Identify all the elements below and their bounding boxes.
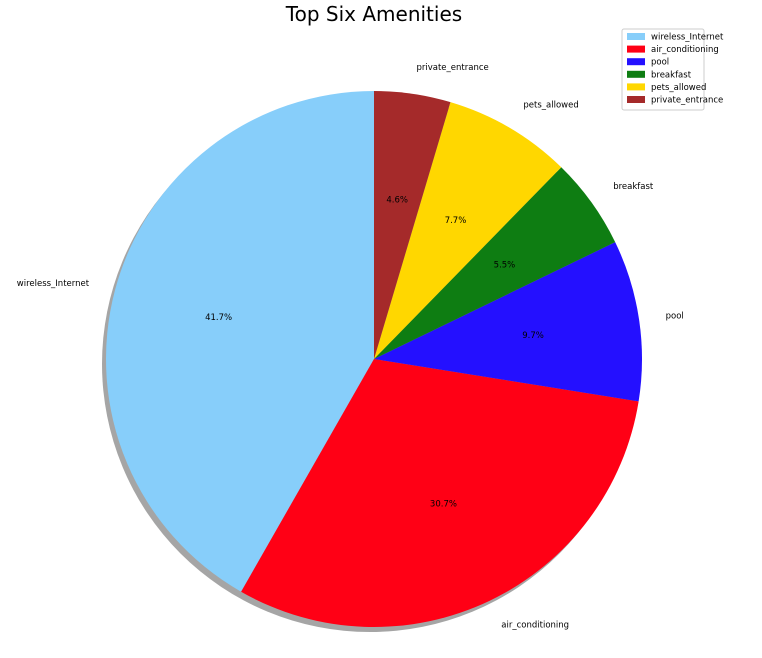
slice-label-breakfast: breakfast <box>613 182 654 192</box>
pie-slice-wireless-internet <box>105 91 375 592</box>
pct-label-private-entrance: 4.6% <box>386 195 408 205</box>
pie-slice-private-entrance <box>374 91 451 359</box>
pie-labels: wireless_Internet 41.7% air_conditioning 30… <box>17 63 684 631</box>
legend-swatch-air-conditioning <box>627 45 645 53</box>
legend-swatch-pool <box>627 58 645 66</box>
slice-label-private-entrance: private_entrance <box>416 63 488 73</box>
chart-title: Top Six Amenities <box>285 2 462 26</box>
pct-label-pool: 9.7% <box>522 331 544 341</box>
legend-label-pets-allowed: pets_allowed <box>651 83 706 93</box>
legend-swatch-pets-allowed <box>627 83 645 91</box>
pie-slice-pets-allowed <box>374 102 562 359</box>
legend-label-breakfast: breakfast <box>651 70 692 80</box>
legend-swatch-wireless-internet <box>627 33 645 40</box>
slice-label-air-conditioning: air_conditioning <box>501 620 569 630</box>
pie-slice-pool <box>374 242 642 402</box>
pie-slice-air-conditioning <box>241 359 639 627</box>
slice-label-wireless-internet: wireless_Internet <box>17 279 90 289</box>
pct-label-pets-allowed: 7.7% <box>445 216 467 226</box>
slice-label-pool: pool <box>666 312 684 322</box>
legend-label-private-entrance: private_entrance <box>651 96 723 106</box>
slice-label-pets-allowed: pets_allowed <box>523 100 578 110</box>
pct-label-wireless-internet: 41.7% <box>205 313 232 323</box>
pct-label-air-conditioning: 30.7% <box>430 500 457 510</box>
pie-slice-breakfast <box>374 167 616 359</box>
legend-swatch-breakfast <box>627 70 645 78</box>
pie-slices <box>105 91 642 627</box>
pct-label-breakfast: 5.5% <box>494 261 516 271</box>
legend-label-air-conditioning: air_conditioning <box>651 45 719 55</box>
legend-label-wireless-internet: wireless_Internet <box>651 33 724 43</box>
legend-label-pool: pool <box>651 58 669 68</box>
legend-swatch-private-entrance <box>627 96 645 103</box>
